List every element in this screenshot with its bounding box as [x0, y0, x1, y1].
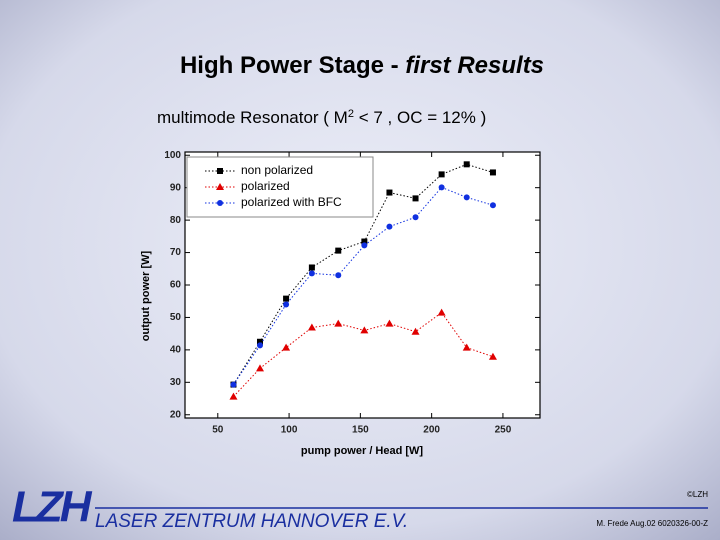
y-tick-label: 20: [170, 409, 182, 420]
marker: [488, 352, 497, 360]
copyright: ©LZH: [687, 490, 708, 499]
y-axis-label: output power [W]: [140, 250, 152, 341]
marker: [412, 214, 419, 221]
subtitle: multimode Resonator ( M2 < 7 , OC = 12% …: [157, 108, 486, 128]
x-tick-label: 200: [423, 425, 440, 436]
marker: [282, 343, 291, 351]
y-tick-label: 50: [170, 312, 182, 323]
y-tick-label: 60: [170, 280, 182, 291]
institute-name: LASER ZENTRUM HANNOVER E.V.: [95, 511, 408, 532]
legend-marker: [217, 200, 223, 206]
marker: [385, 319, 394, 327]
marker: [386, 223, 393, 230]
x-tick-label: 50: [212, 425, 224, 436]
marker: [361, 238, 368, 245]
reference: M. Frede Aug.02 6020326-00-Z: [596, 519, 708, 528]
y-tick-label: 30: [170, 377, 182, 388]
x-tick-label: 100: [281, 425, 298, 436]
marker: [335, 272, 342, 279]
marker: [438, 184, 445, 191]
marker: [462, 343, 471, 351]
marker: [489, 169, 496, 176]
y-tick-label: 80: [170, 215, 182, 226]
marker: [229, 392, 238, 400]
x-tick-label: 150: [352, 425, 369, 436]
marker: [256, 342, 263, 349]
marker: [334, 319, 343, 327]
marker: [386, 189, 393, 196]
title-italic: first Results: [405, 52, 544, 79]
y-tick-label: 40: [170, 345, 182, 356]
legend-marker: [217, 168, 223, 174]
marker: [489, 202, 496, 209]
y-tick-label: 70: [170, 247, 182, 258]
marker: [463, 161, 470, 168]
marker: [360, 326, 369, 334]
marker: [335, 247, 342, 254]
marker: [256, 338, 263, 345]
y-tick-label: 100: [164, 150, 181, 161]
marker: [307, 323, 316, 331]
marker: [361, 242, 368, 249]
marker: [283, 301, 290, 308]
marker: [230, 381, 237, 388]
marker: [437, 308, 446, 316]
marker: [412, 195, 419, 202]
x-tick-label: 250: [495, 425, 512, 436]
slide-title: High Power Stage - first Results: [180, 52, 544, 79]
title-main: High Power Stage -: [180, 52, 405, 79]
marker: [255, 364, 264, 372]
legend-marker: [216, 183, 224, 190]
marker: [308, 270, 315, 277]
legend-label: polarized: [241, 179, 290, 193]
marker: [463, 194, 470, 201]
x-axis-label: pump power / Head [W]: [301, 445, 424, 457]
legend-label: non polarized: [241, 163, 313, 177]
subtitle-superscript: 2: [348, 108, 354, 120]
marker: [438, 171, 445, 178]
subtitle-part: < 7 , OC = 12% ): [354, 108, 486, 127]
subtitle-part: multimode Resonator ( M: [157, 108, 348, 127]
marker: [283, 295, 290, 302]
legend-label: polarized with BFC: [241, 195, 342, 209]
y-tick-label: 90: [170, 182, 182, 193]
marker: [308, 264, 315, 271]
logo: LZH: [12, 483, 93, 532]
marker: [411, 327, 420, 335]
